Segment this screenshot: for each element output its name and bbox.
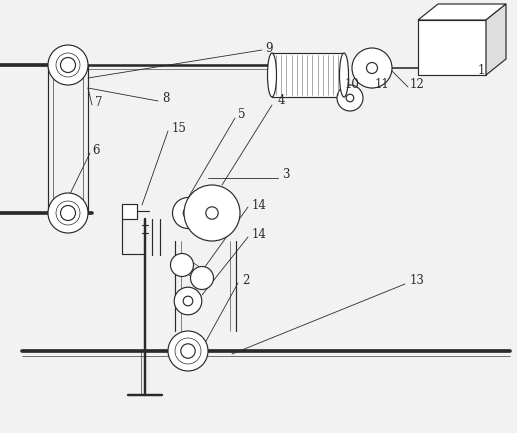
Text: 11: 11 [375,78,390,91]
Text: 14: 14 [252,198,267,211]
Text: 12: 12 [410,78,425,91]
Circle shape [60,58,75,72]
Text: 1: 1 [478,65,485,78]
Circle shape [190,266,214,290]
Text: 10: 10 [345,78,360,91]
Circle shape [168,331,208,371]
Text: 9: 9 [265,42,272,55]
Text: 7: 7 [95,97,102,110]
Circle shape [337,85,363,111]
Text: 2: 2 [242,275,249,288]
Polygon shape [486,4,506,75]
Text: 4: 4 [278,94,285,107]
Circle shape [60,206,75,220]
Circle shape [206,207,218,219]
Text: 6: 6 [92,145,99,158]
Circle shape [346,94,354,102]
Circle shape [174,287,202,315]
Bar [122,204,137,219]
Circle shape [48,45,88,85]
Circle shape [352,48,392,88]
Circle shape [183,208,193,218]
Text: 13: 13 [410,275,425,288]
Circle shape [173,197,204,229]
Text: 5: 5 [238,109,246,122]
Bar [418,20,486,75]
Circle shape [171,253,193,277]
Circle shape [48,193,88,233]
Text: 8: 8 [162,91,170,104]
Text: 14: 14 [252,229,267,242]
Bar [272,53,344,97]
Text: 3: 3 [282,168,290,181]
Circle shape [181,344,195,358]
Text: 15: 15 [172,122,187,135]
Circle shape [183,296,193,306]
Circle shape [367,62,377,74]
Polygon shape [418,4,506,20]
Ellipse shape [267,53,277,97]
Ellipse shape [340,53,348,97]
Circle shape [184,185,240,241]
